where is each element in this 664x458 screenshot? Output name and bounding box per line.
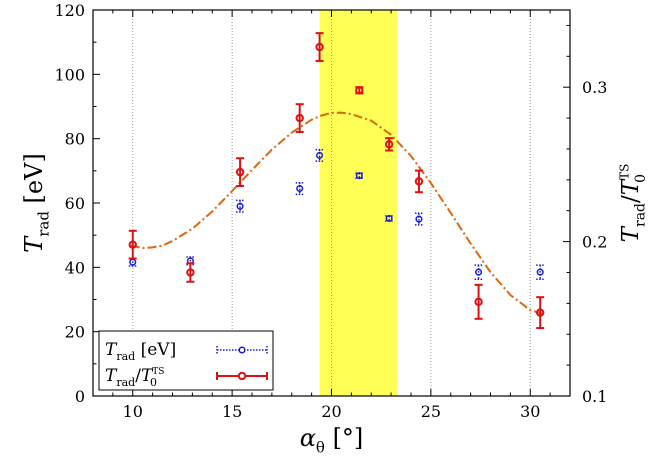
- data-point: [128, 240, 137, 249]
- data-point: [355, 172, 363, 180]
- legend-label: Trad/TTS 0: [105, 366, 164, 389]
- y2-tick-label: 0.1: [582, 387, 607, 406]
- y-tick-label: 20: [65, 323, 85, 342]
- data-point: [235, 167, 245, 177]
- data-point: [355, 86, 364, 95]
- series-2: [128, 32, 545, 330]
- data-point: [384, 140, 394, 149]
- x-axis-title: αθ [°]: [300, 424, 364, 457]
- error-bar: [474, 264, 483, 280]
- legend-label: Trad [eV]: [105, 340, 176, 363]
- y2-tick-label: 0.3: [582, 78, 607, 97]
- data-point: [236, 202, 244, 210]
- error-bar: [186, 262, 195, 283]
- y-tick-label: 120: [54, 1, 85, 20]
- data-point: [315, 42, 324, 52]
- x-tick-label: 15: [222, 402, 242, 421]
- data-point: [385, 214, 393, 222]
- error-bar: [536, 296, 545, 330]
- fit-curve: [130, 111, 543, 315]
- error-bar: [474, 283, 483, 320]
- x-tick-label: 20: [321, 402, 341, 421]
- error-bar: [128, 229, 137, 260]
- data-point: [475, 268, 483, 276]
- error-bar: [315, 148, 324, 162]
- x-tick-label: 10: [123, 402, 143, 421]
- legend-swatch-marker: [237, 371, 247, 381]
- y2-tick-label: 0.2: [582, 233, 607, 252]
- error-bar: [414, 212, 423, 226]
- error-bar: [315, 32, 324, 62]
- legend-box: [98, 330, 274, 391]
- error-bar: [414, 169, 423, 194]
- data-point: [414, 177, 424, 186]
- data-point: [186, 268, 195, 277]
- y-tick-label: 60: [65, 194, 85, 213]
- y-tick-label: 100: [54, 65, 85, 84]
- legend-swatch-marker: [238, 346, 246, 354]
- x-tick-label: 25: [421, 402, 441, 421]
- highlight-band: [319, 10, 398, 396]
- data-point: [295, 113, 304, 123]
- error-bar: [236, 157, 245, 188]
- y-tick-label: 40: [65, 258, 85, 277]
- y-axis-title: Trad [eV]: [20, 153, 53, 253]
- data-point: [296, 184, 304, 193]
- data-point: [536, 268, 544, 276]
- data-point: [535, 308, 545, 317]
- error-bar: [536, 264, 545, 280]
- x-tick-label: 30: [520, 402, 540, 421]
- error-bar: [295, 103, 304, 133]
- y2-axis-title: Trad/TTS 0: [617, 164, 649, 243]
- error-bar: [236, 199, 245, 213]
- data-point: [474, 297, 483, 307]
- y-tick-label: 80: [65, 130, 85, 149]
- y-tick-label: 0: [75, 387, 85, 406]
- data-point: [415, 215, 423, 223]
- data-point: [316, 151, 324, 159]
- error-bar: [295, 181, 304, 196]
